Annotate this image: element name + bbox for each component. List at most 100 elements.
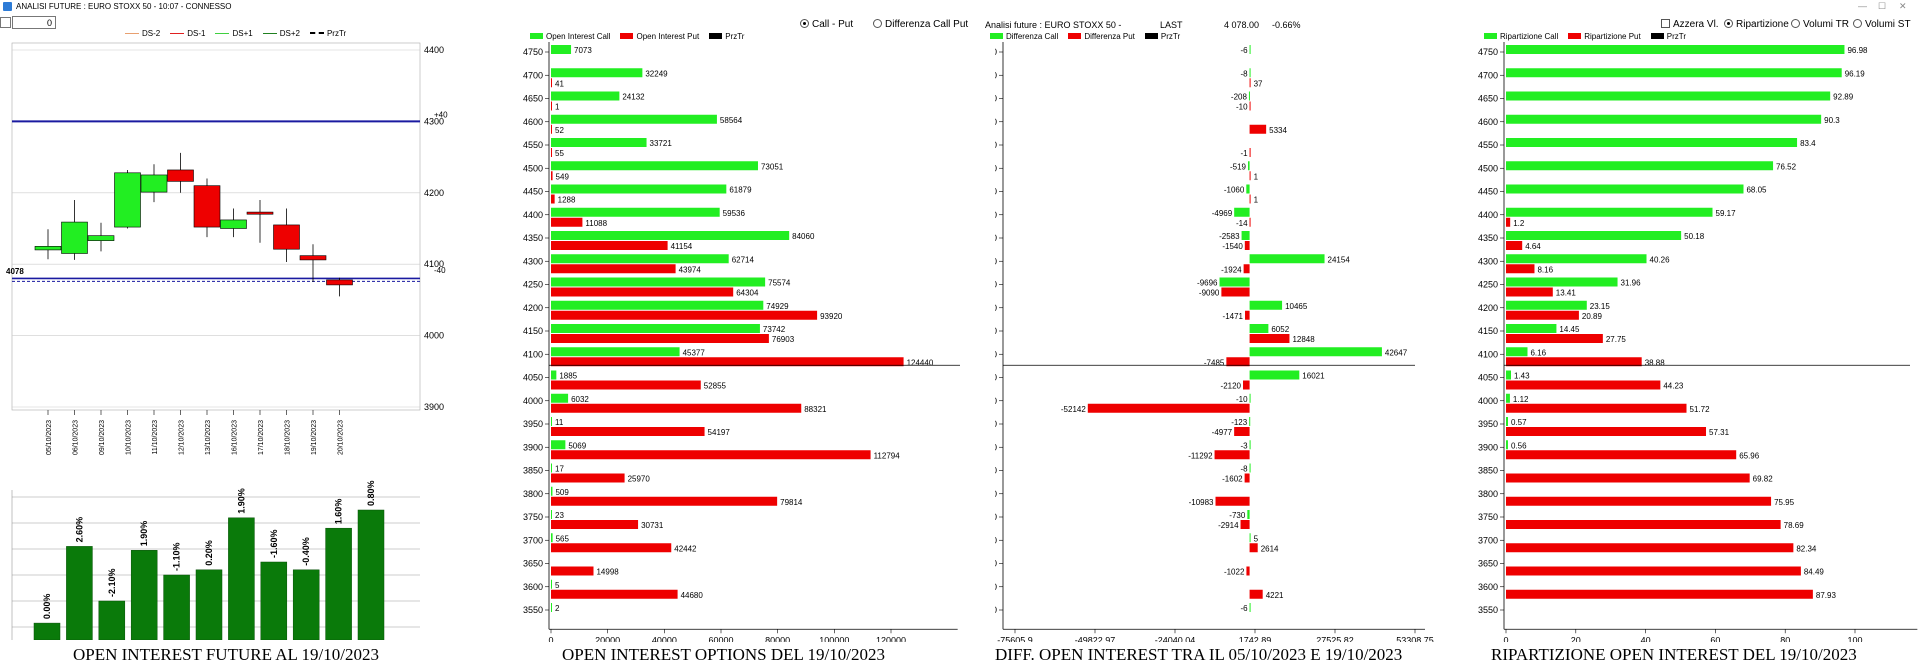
spin-checkbox[interactable]: [0, 17, 11, 28]
legend-item: Ripartizione Put: [1568, 32, 1641, 41]
legend-swatch-icon: [125, 33, 139, 34]
put-bar: [551, 78, 552, 88]
x-tick-label: 80: [1780, 635, 1790, 642]
strike-label: 3750: [995, 512, 997, 522]
x-tick-label: 100: [1847, 635, 1862, 642]
call-value-label: 24132: [622, 93, 645, 102]
call-bar: [1506, 347, 1528, 357]
radio-volumi-tr[interactable]: Volumi TR: [1791, 19, 1849, 30]
strike-label: 3700: [995, 535, 997, 545]
call-value-label: 10465: [1285, 302, 1308, 311]
legend-label: PrzTr: [1666, 32, 1686, 41]
radio-diff-call-put[interactable]: Differenza Call Put: [873, 19, 968, 30]
call-value-label: 62714: [732, 255, 755, 264]
call-value-label: 32249: [645, 69, 668, 78]
strike-label: 3900: [995, 442, 997, 452]
call-value-label: 50.18: [1684, 232, 1705, 241]
put-value-label: 51.72: [1690, 405, 1711, 414]
candle-body: [87, 235, 115, 241]
y-tick-label: 4000: [424, 331, 444, 341]
call-value-label: 73742: [763, 325, 786, 334]
put-value-label: 5334: [1269, 126, 1287, 135]
date-label: 06/10/2023: [73, 420, 80, 455]
call-bar: [1506, 417, 1508, 426]
strike-label: 4050: [523, 373, 543, 383]
put-value-label: 43974: [679, 265, 702, 274]
strike-label: 4650: [995, 94, 997, 104]
put-value-label: 25970: [628, 475, 651, 484]
date-label: 11/10/2023: [152, 420, 159, 455]
put-bar: [551, 380, 701, 390]
put-value-label: 42442: [674, 544, 697, 553]
put-bar: [1249, 334, 1290, 343]
strike-label: 4400: [995, 210, 997, 220]
radio-call-put[interactable]: Call - Put: [800, 19, 853, 30]
spin-input[interactable]: 0: [12, 16, 56, 29]
call-value-label: -8: [1240, 465, 1248, 474]
put-bar: [1506, 334, 1603, 343]
put-value-label: 8.16: [1537, 265, 1553, 274]
put-value-label: -1471: [1223, 312, 1244, 321]
radio-ripartizione[interactable]: Ripartizione: [1724, 19, 1789, 30]
call-bar: [1506, 370, 1511, 380]
put-bar: [1249, 124, 1267, 134]
put-value-label: 87.93: [1816, 591, 1837, 600]
call-value-label: 0.57: [1511, 418, 1527, 427]
put-value-label: 1: [1254, 196, 1259, 205]
call-value-label: 6.16: [1530, 348, 1546, 357]
call-bar: [551, 579, 552, 589]
date-label: 05/10/2023: [46, 420, 53, 455]
put-bar: [1249, 543, 1258, 553]
diff-last-change: -0.66%: [1272, 20, 1301, 30]
radio-off-icon: [1853, 19, 1862, 28]
maximize-icon[interactable]: ☐: [1878, 1, 1887, 11]
strike-label: 3950: [995, 419, 997, 429]
legend-label: Open Interest Call: [546, 32, 611, 41]
close-icon[interactable]: ✕: [1899, 1, 1907, 11]
call-value-label: 75574: [768, 279, 791, 288]
call-bar: [1248, 91, 1250, 101]
call-bar: [1249, 463, 1251, 473]
call-value-label: -6: [1240, 46, 1248, 55]
put-bar: [551, 101, 552, 111]
call-value-label: 73051: [761, 162, 784, 171]
put-bar: [551, 264, 676, 274]
radio-volumi-st[interactable]: Volumi ST: [1853, 19, 1911, 30]
checkbox-azzera[interactable]: Azzera Vl.: [1661, 19, 1719, 30]
call-bar: [551, 463, 552, 473]
strike-label: 4600: [523, 117, 543, 127]
candle-body: [34, 246, 62, 251]
legend-swatch-icon: [1650, 33, 1664, 39]
legend-item: PrzTr: [1650, 32, 1686, 41]
put-value-label: 52: [555, 126, 564, 135]
legend-item: DS-1: [170, 29, 205, 38]
checkbox-icon: [1661, 19, 1670, 28]
put-value-label: 11088: [585, 219, 607, 228]
put-value-label: 88321: [804, 405, 827, 414]
minimize-icon[interactable]: —: [1858, 1, 1867, 11]
legend-item: Ripartizione Call: [1484, 32, 1558, 41]
put-bar: [1234, 427, 1250, 436]
put-value-label: 1288: [558, 196, 576, 205]
strike-label: 3650: [1478, 559, 1498, 569]
call-bar: [1249, 45, 1251, 54]
put-bar: [1243, 380, 1250, 390]
strike-label: 4150: [1478, 326, 1498, 336]
date-label: 16/10/2023: [232, 420, 239, 455]
call-bar: [551, 393, 569, 403]
call-bar: [1249, 68, 1251, 78]
legend-label: DS+1: [232, 29, 253, 38]
legend-label: Differenza Call: [1006, 32, 1059, 41]
call-bar: [1506, 91, 1831, 101]
strike-label: 4450: [995, 187, 997, 197]
put-value-label: 52855: [704, 382, 727, 391]
candle-body: [273, 224, 300, 250]
put-value-label: 112794: [874, 451, 901, 460]
put-value-label: 54197: [708, 428, 731, 437]
call-value-label: 1885: [559, 372, 577, 381]
candle-body: [246, 211, 274, 215]
call-bar: [1506, 393, 1510, 403]
legend-label: DS-2: [142, 29, 161, 38]
put-bar: [1240, 520, 1250, 529]
call-bar: [1247, 161, 1250, 171]
